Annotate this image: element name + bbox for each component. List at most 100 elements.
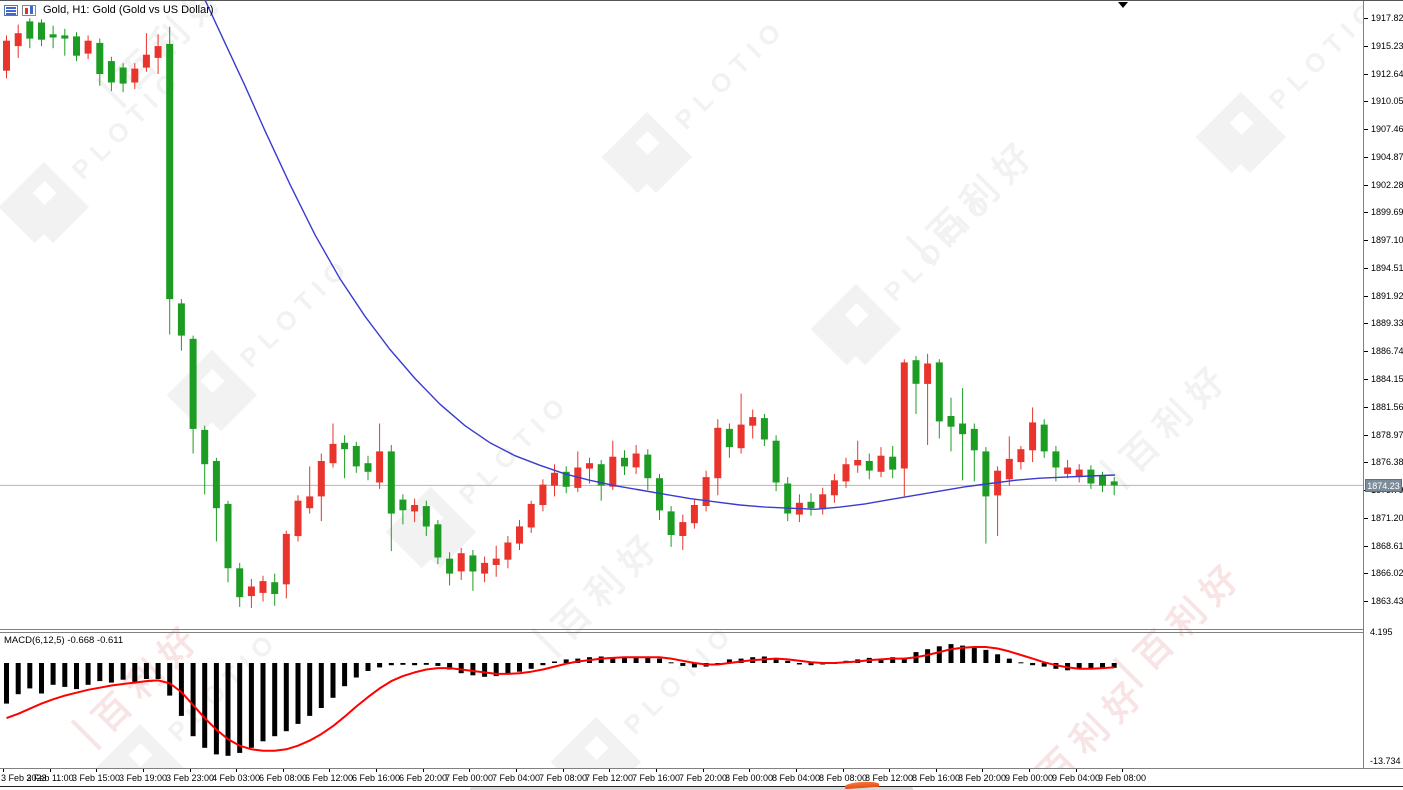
time-axis-tick — [329, 769, 330, 772]
candle-body — [84, 40, 92, 54]
price-chart[interactable] — [0, 1, 1363, 629]
price-axis-label: 1863.43 — [1371, 596, 1403, 606]
macd-histogram-bar — [948, 644, 954, 663]
time-axis-tick — [1122, 769, 1123, 772]
price-axis-label: 1876.38 — [1371, 457, 1403, 467]
macd-histogram-bar — [528, 663, 534, 669]
macd-histogram-bar — [225, 663, 231, 756]
candle-body — [714, 427, 722, 479]
macd-histogram-bar — [1100, 663, 1105, 669]
chart-shift-marker-icon[interactable] — [1118, 2, 1128, 8]
macd-histogram-bar — [890, 657, 896, 663]
macd-signal-line — [6, 646, 1115, 752]
macd-pane[interactable] — [0, 633, 1363, 768]
macd-histogram-bar — [1041, 663, 1047, 667]
macd-histogram-bar — [785, 660, 791, 663]
candle-body — [306, 496, 314, 509]
candle-body — [527, 503, 535, 528]
candle-body — [1040, 424, 1048, 452]
macd-histogram-bar — [248, 663, 254, 748]
time-axis-tick — [656, 769, 657, 772]
macd-indicator-label: MACD(6,12,5) -0.668 -0.611 — [4, 635, 124, 646]
window-bottom-border — [0, 786, 1403, 787]
candle-body — [364, 463, 372, 472]
macd-histogram-bar — [657, 658, 662, 663]
macd-histogram-bar — [143, 663, 149, 679]
macd-histogram-bar — [983, 649, 989, 663]
macd-histogram-bar — [202, 663, 208, 748]
price-axis-tick — [1364, 240, 1368, 241]
price-axis-label: 1897.10 — [1371, 235, 1403, 245]
macd-histogram-bar — [1006, 658, 1012, 663]
macd-histogram-bar — [272, 663, 278, 737]
time-axis[interactable]: 3 Feb 2023 3 Feb 11:00 3 Feb 15:00 3 Feb 19… — [0, 769, 1403, 787]
candle-body — [411, 505, 419, 512]
current-price-tag: 1874.23 — [1365, 479, 1402, 492]
candle-body — [889, 456, 897, 470]
candle-body — [259, 581, 267, 593]
macd-histogram-bar — [85, 663, 91, 685]
candle-body — [1064, 467, 1072, 474]
macd-histogram-bar — [482, 663, 488, 677]
candle-body — [656, 478, 663, 511]
time-axis-label: 7 Feb 16:00 — [631, 773, 681, 783]
macd-histogram-bar — [458, 663, 464, 674]
macd-histogram-bar — [295, 663, 301, 724]
time-axis-label: 4 Feb 03:00 — [211, 773, 261, 783]
candle-body — [597, 464, 605, 486]
candle-body — [551, 472, 558, 486]
price-axis-tick — [1364, 323, 1368, 324]
candle-body — [14, 33, 22, 47]
time-axis-label: 3 Feb 19:00 — [118, 773, 168, 783]
candle-body — [352, 446, 360, 467]
macd-histogram-bar — [540, 663, 546, 666]
time-axis-label: 8 Feb 04:00 — [771, 773, 821, 783]
candle-body — [26, 21, 34, 39]
macd-histogram-bar — [493, 663, 499, 677]
price-axis[interactable]: 4.195 -13.734 1917.82 1915.23 1912.64 1910.… — [1364, 1, 1403, 768]
macd-histogram-bar — [796, 663, 802, 665]
candle-body — [1075, 469, 1083, 478]
time-axis-tick — [843, 769, 844, 772]
candle-body — [784, 483, 792, 514]
macd-histogram-bar — [622, 656, 627, 663]
candle-body — [399, 499, 407, 511]
pane-divider[interactable] — [0, 629, 1403, 630]
macd-histogram-bar — [388, 663, 394, 666]
candle-body — [457, 553, 465, 572]
candle-body — [842, 464, 850, 482]
macd-histogram-bar — [470, 663, 476, 676]
macd-histogram-bar — [1111, 663, 1117, 668]
candle-body — [1017, 449, 1025, 463]
macd-histogram-bar — [167, 663, 173, 696]
candle-body — [737, 424, 745, 449]
candle-body — [900, 362, 908, 469]
macd-histogram-bar — [1076, 663, 1082, 670]
time-axis-label: 8 Feb 20:00 — [957, 773, 1007, 783]
price-axis-label: 1910.05 — [1371, 96, 1403, 106]
price-axis-label: 1894.51 — [1371, 263, 1403, 273]
time-axis-label: 6 Feb 20:00 — [398, 773, 448, 783]
candle-body — [621, 457, 628, 467]
price-axis-tick — [1364, 157, 1368, 158]
macd-histogram-bar — [435, 663, 441, 666]
candle-body — [434, 524, 442, 558]
candle-body — [644, 454, 652, 479]
candle-body — [982, 451, 990, 497]
macd-histogram-bar — [610, 657, 616, 663]
macd-histogram-bar — [680, 663, 686, 666]
macd-histogram-bar — [74, 663, 79, 690]
time-axis-label: 3 Feb 2023 — [1, 773, 47, 783]
macd-histogram-bar — [155, 663, 161, 679]
time-axis-tick — [796, 769, 797, 772]
pane-divider[interactable] — [0, 632, 1403, 633]
macd-histogram-bar — [995, 654, 1001, 663]
macd-histogram-bar — [517, 663, 522, 672]
macd-histogram-bar — [237, 663, 243, 753]
candle-body — [1110, 481, 1118, 486]
candle-body — [119, 67, 127, 84]
candle-body — [201, 429, 209, 465]
macd-histogram-bar — [691, 663, 697, 668]
candle-body — [329, 443, 337, 464]
macd-histogram-bar — [50, 663, 56, 685]
